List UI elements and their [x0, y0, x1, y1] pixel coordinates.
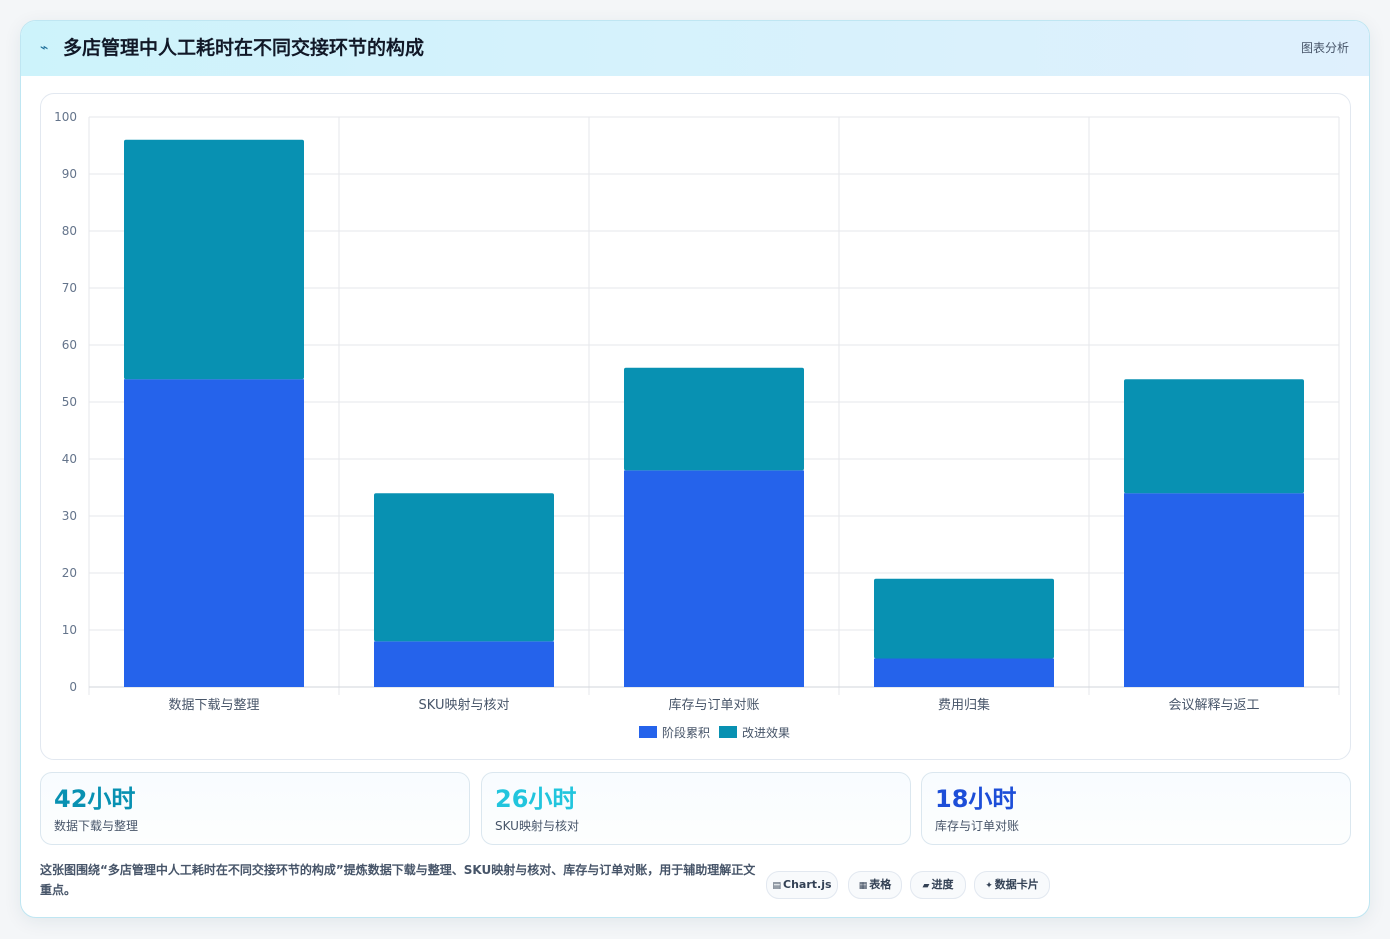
tag-data-card-label: 数据卡片: [994, 878, 1039, 891]
chart-container: 0 10 20 30 40 50 60 70 80 90 100 数据下载与整理 SKU映射与核对 库存与…: [40, 93, 1351, 760]
y-tick-label: 30: [62, 509, 77, 523]
progress-icon: ▰: [922, 881, 930, 891]
tag-table-label: 表格: [869, 878, 892, 891]
stat-label-1: 数据下载与整理: [54, 819, 139, 833]
tag-data-card[interactable]: ✦ 数据卡片: [974, 871, 1050, 899]
bar-1: [624, 470, 804, 687]
bar-2: [874, 578, 1054, 659]
legend-swatch: [639, 726, 657, 738]
pulse-icon: ⌁: [40, 40, 49, 56]
bar-1: [1124, 493, 1304, 687]
x-tick-label: 会议解释与返工: [1168, 698, 1259, 713]
chart-card: ⌁ 多店管理中人工耗时在不同交接环节的构成 图表分析 0 10 20 30 40 50 60…: [20, 20, 1370, 918]
bar-1: [874, 658, 1054, 687]
bar-1: [374, 641, 554, 687]
stat-card-2: 26小时 SKU映射与核对: [481, 772, 911, 845]
x-tick-label: 数据下载与整理: [168, 698, 259, 713]
tag-chartjs[interactable]: ▤ Chart.js: [766, 871, 838, 899]
card-header: ⌁ 多店管理中人工耗时在不同交接环节的构成 图表分析: [21, 21, 1369, 76]
table-icon: ▦: [858, 881, 868, 891]
y-tick-label: 80: [62, 224, 77, 238]
stacked-bar-chart: 0 10 20 30 40 50 60 70 80 90 100 数据下载与整理 SKU映射与核对 库存与…: [54, 110, 1340, 740]
stat-label-3: 库存与订单对账: [935, 819, 1020, 833]
stat-value-1: 42小时: [54, 785, 136, 813]
y-tick-label: 60: [62, 338, 77, 352]
chart-title: 多店管理中人工耗时在不同交接环节的构成: [63, 37, 425, 59]
chart-analysis-tag: 图表分析: [1300, 41, 1349, 55]
bar-2: [624, 367, 804, 471]
x-tick-label: SKU映射与核对: [419, 697, 510, 713]
tag-table[interactable]: ▦ 表格: [848, 871, 902, 899]
y-tick-label: 50: [62, 395, 77, 409]
legend-swatch: [719, 726, 737, 738]
stat-value-2: 26小时: [495, 785, 577, 813]
stat-card-1: 42小时 数据下载与整理: [40, 772, 470, 845]
x-tick-label: 费用归集: [938, 697, 990, 713]
legend-label: 阶段累积: [662, 725, 710, 740]
chart-icon: ▤: [772, 881, 781, 891]
tag-progress-label: 进度: [931, 878, 954, 891]
sparkle-icon: ✦: [985, 881, 993, 891]
stat-card-3: 18小时 库存与订单对账: [921, 772, 1351, 845]
stat-value-3: 18小时: [935, 785, 1017, 813]
y-tick-label: 10: [62, 623, 77, 637]
tag-progress[interactable]: ▰ 进度: [910, 871, 966, 899]
chart-footnote: 这张图围绕“多店管理中人工耗时在不同交接环节的构成”提炼数据下载与整理、SKU映…: [40, 863, 756, 897]
legend-label: 改进效果: [742, 725, 790, 740]
y-tick-label: 20: [62, 566, 77, 580]
bar-1: [124, 379, 304, 687]
tag-chartjs-label: Chart.js: [783, 878, 832, 891]
bar-2: [124, 139, 304, 380]
stat-label-2: SKU映射与核对: [495, 819, 579, 833]
y-tick-label: 70: [62, 281, 77, 295]
y-tick-label: 100: [54, 110, 77, 124]
bar-2: [374, 493, 554, 642]
y-tick-label: 0: [69, 680, 77, 694]
y-tick-label: 90: [62, 167, 77, 181]
y-tick-label: 40: [62, 452, 77, 466]
bar-2: [1124, 379, 1304, 494]
x-tick-label: 库存与订单对账: [668, 697, 759, 713]
